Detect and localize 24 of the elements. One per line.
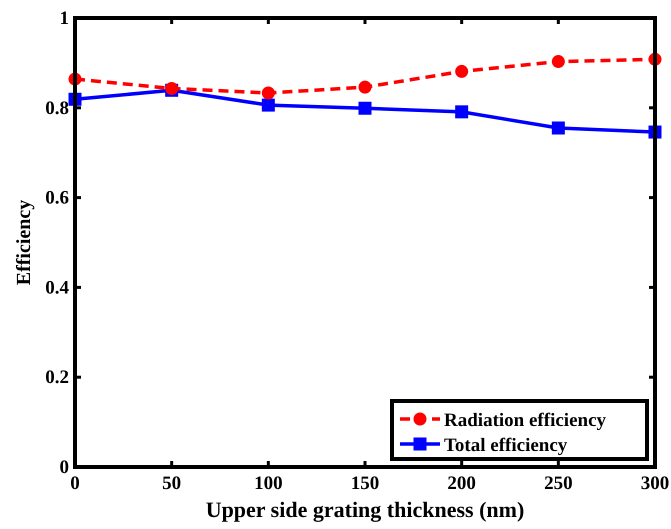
point xyxy=(455,64,468,78)
x-tick-label: 250 xyxy=(544,473,573,494)
y-tick-label: 0.8 xyxy=(45,98,69,119)
x-tick-label: 300 xyxy=(640,473,670,494)
y-tick-label: 0.4 xyxy=(45,277,70,298)
y-tick-label: 0.2 xyxy=(45,367,69,388)
point xyxy=(358,80,372,94)
point xyxy=(262,98,275,112)
y-tick-label: 0.6 xyxy=(45,188,69,209)
x-tick-label: 150 xyxy=(350,473,380,494)
point xyxy=(262,86,275,100)
point xyxy=(455,105,468,118)
legend-label: Total efficiency xyxy=(444,435,568,456)
legend-label: Radiation efficiency xyxy=(444,410,606,431)
point xyxy=(552,55,565,68)
x-axis-title: Upper side grating thickness (nm) xyxy=(206,497,524,522)
x-tick-label: 100 xyxy=(254,473,283,494)
point xyxy=(358,102,372,115)
point xyxy=(552,122,565,135)
y-axis-title: Efficiency xyxy=(13,200,35,286)
y-tick-label: 1 xyxy=(60,8,69,29)
x-tick-label: 50 xyxy=(162,473,182,494)
x-tick-label: 200 xyxy=(447,473,476,494)
y-tick-label: 0 xyxy=(60,457,69,478)
